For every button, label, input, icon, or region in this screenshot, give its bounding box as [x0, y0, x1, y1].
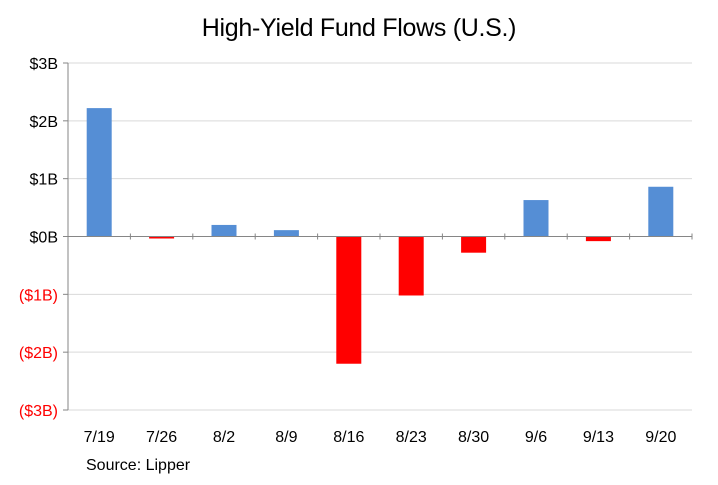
bar-8-16 — [336, 236, 362, 364]
bars — [86, 108, 674, 364]
bar-8-23 — [398, 236, 424, 296]
x-tick-label: 8/23 — [396, 429, 427, 446]
x-tick-label: 8/30 — [458, 429, 489, 446]
source-note: Source: Lipper — [86, 457, 191, 474]
axes — [63, 62, 693, 411]
bar-7-19 — [86, 108, 112, 237]
y-tick-label: ($1B) — [19, 287, 58, 304]
bar-7-26 — [149, 236, 175, 239]
x-tick-label: 8/2 — [213, 429, 235, 446]
x-tick-label: 8/16 — [333, 429, 364, 446]
y-tick-label: ($2B) — [19, 345, 58, 362]
y-tick-label: $1B — [30, 172, 58, 189]
gridlines — [68, 62, 692, 411]
bar-9-20 — [648, 186, 674, 237]
x-tick-label: 8/9 — [275, 429, 297, 446]
y-tick-labels: $3B $2B $1B $0B ($1B) ($2B) ($3B) — [19, 56, 58, 420]
y-tick-label: $0B — [30, 230, 58, 247]
x-tick-label: 7/26 — [146, 429, 177, 446]
x-tick-label: 9/13 — [583, 429, 614, 446]
y-tick-label: $3B — [30, 56, 58, 73]
y-tick-label: $2B — [30, 114, 58, 131]
x-tick-label: 9/6 — [525, 429, 547, 446]
y-tick-label: ($3B) — [19, 403, 58, 420]
chart-title: High-Yield Fund Flows (U.S.) — [201, 14, 517, 42]
bar-9-6 — [523, 200, 549, 237]
x-tick-label: 9/20 — [645, 429, 676, 446]
x-tick-label: 7/19 — [84, 429, 115, 446]
bar-8-30 — [461, 236, 487, 253]
x-tick-labels: 7/19 7/26 8/2 8/9 8/16 8/23 8/30 9/6 9/13 9/20 — [84, 429, 677, 446]
bar-8-2 — [211, 224, 237, 237]
bar-8-9 — [273, 230, 299, 237]
bar-9-13 — [585, 236, 611, 242]
